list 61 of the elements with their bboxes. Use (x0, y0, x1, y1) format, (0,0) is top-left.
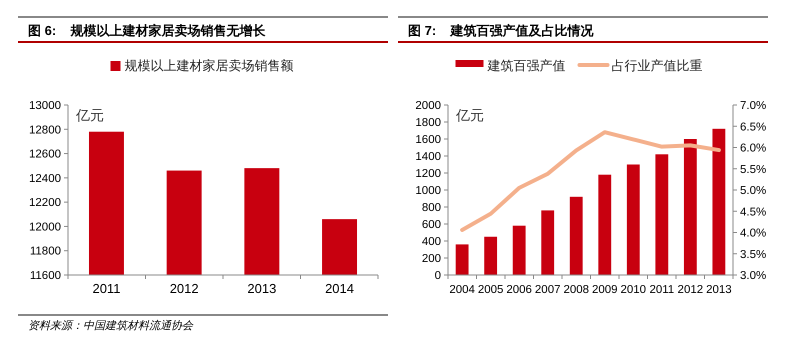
y-tick-label: 2000 (415, 100, 441, 112)
x-tick-label: 2014 (325, 281, 354, 296)
bar (684, 139, 697, 275)
y2-tick-label: 3.5% (740, 248, 766, 261)
x-tick-label: 2008 (563, 284, 590, 296)
y-tick-label: 600 (422, 219, 441, 231)
y-tick-label: 12800 (29, 124, 61, 136)
y2-tick-label: 4.5% (740, 206, 766, 218)
y2-tick-label: 7.0% (740, 100, 766, 112)
chart-title: 图 6: 规模以上建材家居卖场销售无增长 (28, 23, 267, 38)
y2-tick-label: 5.0% (740, 185, 766, 197)
y-tick-label: 400 (422, 236, 441, 248)
x-tick-label: 2006 (506, 284, 532, 296)
y-tick-label: 1600 (415, 134, 441, 146)
x-tick-label: 2011 (92, 281, 120, 296)
y2-tick-label: 6.5% (740, 121, 766, 134)
x-tick-label: 2009 (592, 284, 618, 296)
x-tick-label: 2011 (649, 284, 674, 296)
bar (598, 174, 612, 275)
bar (626, 164, 640, 275)
bar (655, 154, 668, 275)
line-series (460, 130, 721, 232)
x-tick-label: 2004 (449, 284, 476, 296)
y-tick-label: 800 (422, 202, 441, 214)
y-tick-label: 200 (422, 253, 441, 265)
y-tick-label: 1000 (415, 185, 441, 197)
x-tick-label: 2012 (170, 281, 199, 296)
legend-label: 规模以上建材家居卖场销售额 (124, 58, 294, 73)
x-tick-label: 2005 (478, 284, 504, 296)
y-tick-label: 13000 (29, 100, 61, 112)
legend-label: 建筑百强产值 (486, 58, 566, 73)
y-tick-label: 12200 (29, 197, 61, 210)
y2-tick-label: 6.0% (740, 142, 766, 154)
bar (484, 236, 498, 275)
legend-label: 占行业产值比重 (612, 58, 702, 73)
x-tick-label: 2013 (247, 281, 276, 296)
bar (541, 210, 554, 275)
y2-tick-label: 3.0% (740, 270, 766, 282)
y-tick-label: 0 (434, 270, 441, 282)
chart-title: 图 7: 建筑百强产值及占比情况 (408, 23, 595, 38)
x-tick-label: 2007 (534, 284, 561, 296)
y-tick-label: 12000 (29, 221, 61, 234)
y2-tick-label: 5.5% (740, 164, 766, 176)
bar (456, 244, 469, 275)
bar (512, 226, 526, 275)
y-tick-label: 11800 (30, 246, 61, 258)
x-tick-label: 2013 (706, 284, 732, 296)
y-tick-label: 11600 (30, 270, 61, 282)
bar (570, 196, 583, 275)
y-axis-title: 亿元 (75, 107, 104, 123)
y-tick-label: 1400 (415, 151, 441, 163)
y-tick-label: 12400 (29, 172, 61, 185)
text: 资料来源：中国建筑材料流通协会 (28, 319, 194, 332)
y2-tick-label: 4.0% (740, 228, 766, 240)
y-tick-label: 1800 (415, 117, 441, 129)
x-tick-label: 2012 (678, 284, 704, 296)
y-tick-label: 1200 (415, 168, 441, 180)
y-axis-title: 亿元 (455, 107, 484, 123)
x-tick-label: 2010 (620, 284, 646, 296)
bar (712, 128, 726, 275)
y-tick-label: 12600 (29, 148, 61, 161)
